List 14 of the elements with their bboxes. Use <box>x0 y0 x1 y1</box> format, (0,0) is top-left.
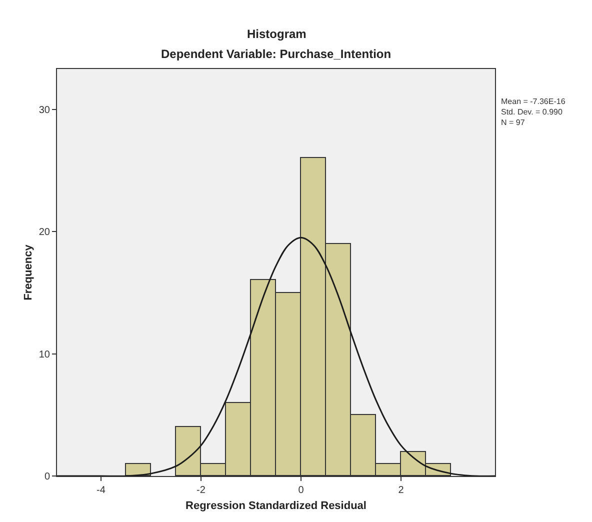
chart-title: Histogram <box>247 27 306 41</box>
x-axis-title: Regression Standardized Residual <box>186 500 366 512</box>
y-axis-title: Frequency <box>22 244 35 300</box>
y-tick-label: 30 <box>38 104 50 116</box>
line-series <box>57 236 495 476</box>
y-tick-label: 20 <box>38 227 50 238</box>
text: Mean = -7.36E-16 Std. Dev. = 0.990 N = 97 <box>501 97 566 127</box>
x-tick-label: -4 <box>96 485 106 496</box>
x-tick-label: -2 <box>196 485 206 496</box>
x-tick-label: 2 <box>398 485 404 496</box>
y-tick-label: 10 <box>38 349 50 360</box>
x-tick-label: 0 <box>298 485 304 496</box>
y-tick-label: 0 <box>44 472 50 482</box>
chart-subtitle: Dependent Variable: Purchase_Intention <box>161 47 392 61</box>
